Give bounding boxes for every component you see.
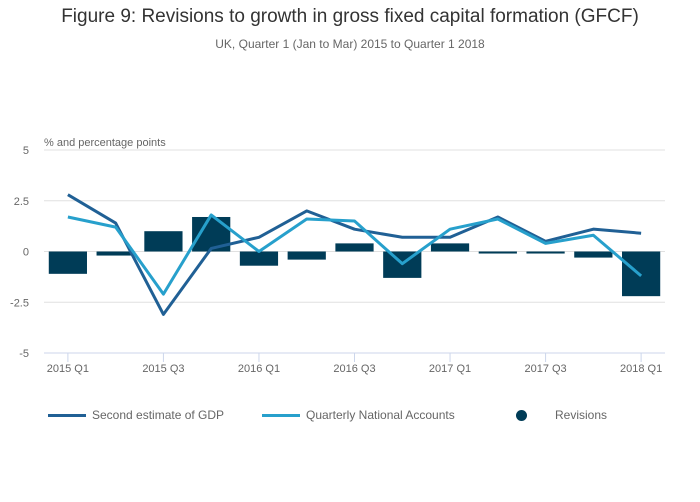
legend-item-gdp[interactable]: Second estimate of GDP <box>48 408 224 422</box>
bar-revision[interactable] <box>478 251 517 254</box>
x-tick-label: 2015 Q3 <box>142 363 184 375</box>
y-axis-label: % and percentage points <box>44 137 166 149</box>
x-tick-label: 2015 Q1 <box>47 363 89 375</box>
x-tick-label: 2018 Q1 <box>620 363 662 375</box>
legend: Second estimate of GDP Quarterly Nationa… <box>0 408 700 428</box>
x-tick-label: 2016 Q3 <box>333 363 375 375</box>
legend-label: Revisions <box>555 408 608 422</box>
legend-label: Quarterly National Accounts <box>306 408 455 422</box>
legend-label: Second estimate of GDP <box>92 408 225 422</box>
line-series-qna[interactable] <box>67 213 643 296</box>
bar-revision[interactable] <box>144 231 183 252</box>
x-tick-label: 2017 Q1 <box>429 363 471 375</box>
chart-title: Figure 9: Revisions to growth in gross f… <box>61 6 639 27</box>
bar-revision[interactable] <box>287 251 326 260</box>
y-tick-label: 0 <box>23 247 29 259</box>
legend-item-revisions[interactable]: Revisions <box>516 408 607 422</box>
legend-line-icon <box>48 413 86 417</box>
x-tick-label: 2017 Q3 <box>524 363 566 375</box>
chart-subtitle: UK, Quarter 1 (Jan to Mar) 2015 to Quart… <box>215 37 485 51</box>
y-tick-label: -2.5 <box>10 297 29 309</box>
y-tick-label: 2.5 <box>14 196 29 208</box>
chart-area: % and percentage points 2015 Q1 2015 Q3 20… <box>10 137 665 375</box>
line-series-gdp[interactable] <box>67 193 642 316</box>
bar-revision[interactable] <box>335 243 374 252</box>
y-tick-label: -5 <box>19 348 29 360</box>
bar-revision[interactable] <box>526 251 565 254</box>
x-tick-label: 2016 Q1 <box>238 363 280 375</box>
bar-revision[interactable] <box>430 243 470 252</box>
legend-item-qna[interactable]: Quarterly National Accounts <box>262 408 455 422</box>
bar-revision[interactable] <box>48 251 87 274</box>
bar-revision[interactable] <box>622 251 661 297</box>
bar-revision[interactable] <box>96 251 135 256</box>
legend-dot-icon <box>516 409 527 421</box>
y-tick-label: 5 <box>23 145 29 157</box>
legend-line-icon <box>262 413 300 417</box>
bar-revision[interactable] <box>574 251 613 258</box>
bar-revision[interactable] <box>239 251 279 266</box>
